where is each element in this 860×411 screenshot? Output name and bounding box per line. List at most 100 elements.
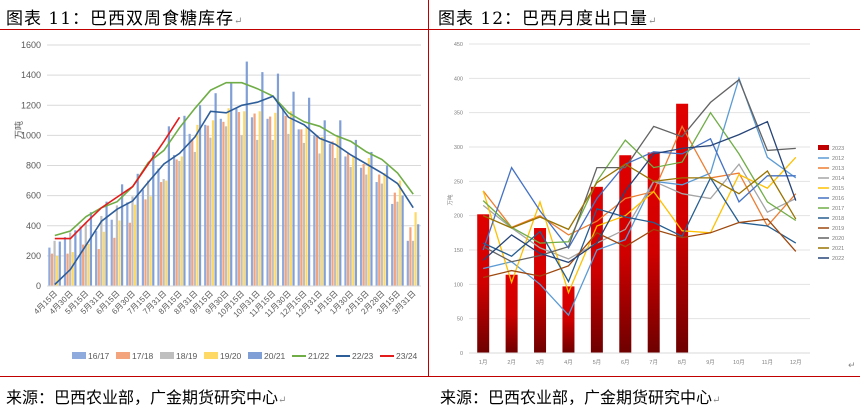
line-2017 xyxy=(482,111,797,244)
bar-20-21 xyxy=(276,73,280,287)
bar-19-20 xyxy=(367,157,370,286)
bar-20-21 xyxy=(292,91,295,286)
legend-label: 2017 xyxy=(832,206,844,212)
legend-swatch xyxy=(160,352,174,359)
legend-label: 2013 xyxy=(832,166,844,172)
legend-swatch xyxy=(72,352,86,359)
bar-17-18 xyxy=(409,227,412,286)
legend-label: 17/18 xyxy=(132,351,154,361)
line-2016 xyxy=(482,137,796,251)
bar-16-17 xyxy=(391,203,394,286)
legend-label: 23/24 xyxy=(396,351,418,361)
legend-swatch xyxy=(818,145,829,150)
bar-17-18 xyxy=(113,237,116,286)
bar-18-19 xyxy=(131,196,134,286)
line-23-24 xyxy=(54,116,181,240)
legend-label: 2019 xyxy=(832,226,844,232)
y-tick-label: 0 xyxy=(460,351,463,357)
bar-20-21 xyxy=(417,224,420,286)
bar-18-19 xyxy=(349,167,352,286)
bar-18-19 xyxy=(333,157,337,286)
bar-2023 xyxy=(590,186,603,353)
right-source-note: 来源：巴西农业部，广金期货研究中心↵ xyxy=(440,384,720,408)
y-tick-label: 100 xyxy=(454,282,463,288)
legend-label: 18/19 xyxy=(176,351,198,361)
bar-17-18 xyxy=(253,113,256,286)
bar-18-19 xyxy=(240,135,243,286)
bar-20-21 xyxy=(385,165,389,286)
line-2018 xyxy=(482,176,797,284)
bar-2023 xyxy=(534,228,547,353)
y-tick-label: 0 xyxy=(36,281,41,291)
x-tick-label: 12月 xyxy=(790,359,802,366)
bar-20-21 xyxy=(152,151,155,286)
bar-19-20 xyxy=(211,120,215,286)
bar-16-17 xyxy=(266,118,269,287)
y-tick-label: 400 xyxy=(26,221,41,231)
bar-18-19 xyxy=(178,160,181,286)
bar-19-20 xyxy=(398,180,402,286)
bar-16-17 xyxy=(188,133,191,286)
bar-20-21 xyxy=(136,173,139,286)
bar-18-19 xyxy=(69,232,72,286)
bar-20-21 xyxy=(230,82,233,286)
line-2013 xyxy=(482,124,797,236)
bar-17-18 xyxy=(82,244,85,286)
bar-19-20 xyxy=(289,111,293,287)
legend-label: 2014 xyxy=(832,176,844,182)
bar-17-18 xyxy=(269,116,272,286)
bar-16-17 xyxy=(219,118,222,287)
bar-18-19 xyxy=(396,201,399,286)
bar-18-19 xyxy=(302,142,306,286)
bar-20-21 xyxy=(89,212,93,286)
bar-18-19 xyxy=(271,139,274,286)
legend-label: 2022 xyxy=(832,256,844,262)
y-tick-label: 450 xyxy=(454,42,463,48)
bar-18-19 xyxy=(209,137,212,286)
bar-18-19 xyxy=(287,133,290,286)
bar-19-20 xyxy=(149,196,152,286)
bar-2023 xyxy=(647,152,660,353)
bar-16-17 xyxy=(313,135,316,286)
bar-19-20 xyxy=(102,231,106,286)
bar-18-19 xyxy=(256,139,259,286)
y-tick-label: 150 xyxy=(454,248,463,254)
bar-16-17 xyxy=(172,154,176,286)
bar-2023 xyxy=(619,155,632,353)
right-figure-title: 图表 12：巴西月度出口量↵ xyxy=(438,4,657,29)
paragraph-mark-icon: ↵ xyxy=(848,360,856,370)
bar-18-19 xyxy=(380,183,383,286)
legend-label: 2016 xyxy=(832,196,844,202)
bar-17-18 xyxy=(175,159,178,286)
line-21-22 xyxy=(54,81,414,237)
bar-16-17 xyxy=(282,108,285,286)
bar-18-19 xyxy=(365,174,368,286)
x-tick-label: 4月 xyxy=(564,359,573,366)
bottom-divider xyxy=(0,376,860,377)
bar-17-18 xyxy=(191,139,194,286)
bar-19-20 xyxy=(118,220,121,286)
y-tick-label: 350 xyxy=(454,111,463,117)
bar-17-18 xyxy=(159,182,163,286)
bar-17-18 xyxy=(128,222,132,286)
bar-20-21 xyxy=(370,151,373,286)
bar-20-21 xyxy=(214,93,217,286)
bar-17-18 xyxy=(237,112,241,286)
bar-18-19 xyxy=(100,215,103,286)
y-tick-label: 1000 xyxy=(21,130,41,140)
bar-18-19 xyxy=(146,180,150,286)
bar-17-18 xyxy=(222,121,225,286)
bar-20-21 xyxy=(183,115,186,286)
bar-20-21 xyxy=(339,120,342,286)
bar-20-21 xyxy=(245,61,248,286)
y-tick-label: 1600 xyxy=(21,40,41,50)
y-tick-label: 200 xyxy=(26,251,41,261)
paragraph-mark-icon: ↵ xyxy=(234,16,244,27)
bar-19-20 xyxy=(258,111,261,287)
bar-18-19 xyxy=(193,151,196,286)
bar-19-20 xyxy=(274,112,277,286)
bar-20-21 xyxy=(354,139,357,286)
bar-16-17 xyxy=(95,231,98,286)
bar-19-20 xyxy=(305,127,308,286)
bar-18-19 xyxy=(84,222,87,286)
